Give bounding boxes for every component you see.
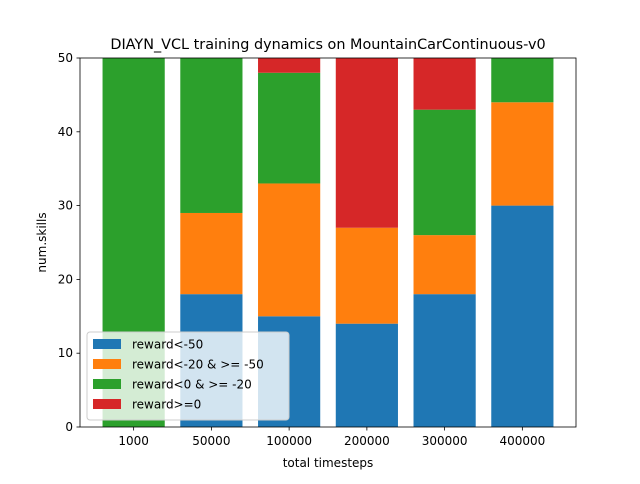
y-axis-label: num.skills — [35, 212, 49, 272]
y-tick-label: 20 — [58, 272, 73, 286]
legend-label: reward<0 & >= -20 — [132, 378, 252, 392]
bar-segment — [413, 294, 476, 427]
bar-segment — [180, 212, 243, 295]
x-axis: 1000 50000 100000 200000 300000 400000 — [118, 427, 545, 448]
legend-swatch — [93, 359, 121, 369]
x-tick-label: 200000 — [344, 434, 390, 448]
y-tick-label: 0 — [65, 420, 73, 434]
y-axis: 0 10 20 30 40 50 — [58, 51, 80, 434]
bar-segment — [335, 323, 398, 427]
legend-label: reward<-20 & >= -50 — [132, 358, 264, 372]
y-tick-label: 30 — [58, 199, 73, 213]
bar-segment — [491, 102, 554, 206]
bar-segment — [335, 58, 398, 228]
bar-segment — [258, 72, 321, 184]
x-tick-label: 100000 — [266, 434, 312, 448]
y-tick-label: 50 — [58, 51, 73, 65]
bar-segment — [335, 227, 398, 324]
x-tick-label: 400000 — [499, 434, 545, 448]
bar-segment — [491, 205, 554, 427]
legend: reward<-50 reward<-20 & >= -50 reward<0 & … — [86, 331, 290, 421]
bar-segment — [413, 58, 476, 110]
legend-box — [86, 331, 290, 421]
chart-title: DIAYN_VCL training dynamics on MountainC… — [110, 37, 545, 53]
x-tick-label: 1000 — [118, 434, 149, 448]
bar-segment — [413, 109, 476, 236]
legend-swatch — [93, 399, 121, 409]
x-axis-label: total timesteps — [283, 456, 374, 470]
bar-segment — [180, 58, 243, 213]
bar-segment — [258, 183, 321, 317]
plot-frame — [79, 57, 577, 428]
bar-segment — [491, 58, 554, 103]
legend-swatch — [93, 339, 121, 349]
x-tick-label: 50000 — [192, 434, 230, 448]
bar-segment — [413, 235, 476, 295]
x-tick-label: 300000 — [422, 434, 468, 448]
legend-label: reward<-50 — [132, 338, 203, 352]
legend-swatch — [93, 379, 121, 389]
y-tick-label: 10 — [58, 346, 73, 360]
bar-segment — [258, 58, 321, 73]
legend-label: reward>=0 — [132, 398, 201, 412]
y-tick-label: 40 — [58, 125, 73, 139]
